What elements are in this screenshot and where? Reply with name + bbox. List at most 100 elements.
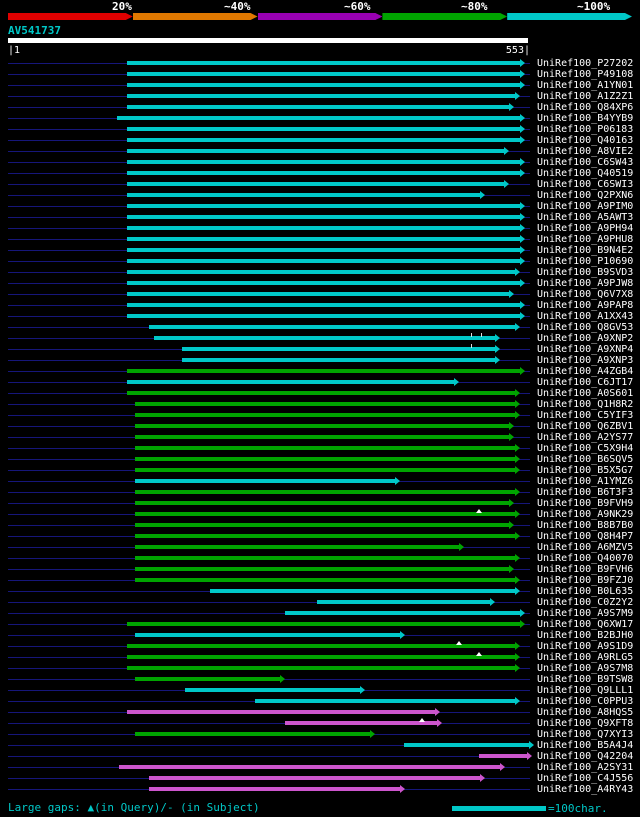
alignment-bar[interactable]: [181, 356, 501, 364]
alignment-bar[interactable]: [135, 488, 521, 496]
alignment-bar[interactable]: [126, 136, 525, 144]
hit-label[interactable]: UniRef100_C0Z2Y2: [537, 597, 634, 608]
alignment-bar[interactable]: [316, 598, 495, 606]
alignment-bar[interactable]: [126, 290, 515, 298]
hit-label[interactable]: UniRef100_C6JT17: [537, 377, 634, 388]
hit-label[interactable]: UniRef100_B9FVH9: [537, 498, 634, 509]
hit-label[interactable]: UniRef100_C5X9H4: [537, 443, 634, 454]
hit-label[interactable]: UniRef100_C0PPU3: [537, 696, 634, 707]
hit-label[interactable]: UniRef100_A9XNP3: [537, 355, 634, 366]
hit-label[interactable]: UniRef100_P49108: [537, 69, 634, 80]
hit-label[interactable]: UniRef100_Q6V7X8: [537, 289, 634, 300]
alignment-bar[interactable]: [126, 224, 525, 232]
hit-label[interactable]: UniRef100_P10690: [537, 256, 634, 267]
alignment-bar[interactable]: [148, 774, 486, 782]
alignment-bar[interactable]: [135, 477, 400, 485]
hit-label[interactable]: UniRef100_A4RY43: [537, 784, 634, 795]
alignment-bar[interactable]: [210, 587, 520, 595]
alignment-bar[interactable]: [126, 191, 485, 199]
hit-label[interactable]: UniRef100_B5X5G7: [537, 465, 634, 476]
hit-label[interactable]: UniRef100_A9S1D9: [537, 641, 634, 652]
hit-label[interactable]: UniRef100_B6T3F3: [537, 487, 634, 498]
hit-label[interactable]: UniRef100_A1YN01: [537, 80, 634, 91]
alignment-bar[interactable]: [135, 565, 515, 573]
alignment-bar[interactable]: [135, 466, 521, 474]
hit-label[interactable]: UniRef100_P06183: [537, 124, 634, 135]
hit-label[interactable]: UniRef100_A0S601: [537, 388, 634, 399]
hit-label[interactable]: UniRef100_C4J556: [537, 773, 634, 784]
alignment-bar[interactable]: [126, 158, 525, 166]
alignment-bar[interactable]: [126, 708, 440, 716]
alignment-bar[interactable]: [126, 147, 510, 155]
hit-label[interactable]: UniRef100_A9PJW8: [537, 278, 634, 289]
alignment-bar[interactable]: [184, 686, 365, 694]
hit-label[interactable]: UniRef100_Q84XP6: [537, 102, 634, 113]
alignment-bar[interactable]: [126, 653, 520, 661]
hit-label[interactable]: UniRef100_A9S7M9: [537, 608, 634, 619]
hit-label[interactable]: UniRef100_A2YS77: [537, 432, 634, 443]
hit-label[interactable]: UniRef100_A8VIE2: [537, 146, 634, 157]
hit-label[interactable]: UniRef100_Q6XW17: [537, 619, 634, 630]
alignment-bar[interactable]: [126, 301, 525, 309]
hit-label[interactable]: UniRef100_A9XNP2: [537, 333, 634, 344]
alignment-bar[interactable]: [135, 521, 515, 529]
alignment-bar[interactable]: [148, 323, 521, 331]
hit-label[interactable]: UniRef100_B5A4J4: [537, 740, 634, 751]
alignment-bar[interactable]: [135, 499, 515, 507]
alignment-bar[interactable]: [479, 752, 533, 760]
hit-label[interactable]: UniRef100_B4YYB9: [537, 113, 634, 124]
hit-label[interactable]: UniRef100_A8HQS5: [537, 707, 634, 718]
hit-label[interactable]: UniRef100_C6SWI3: [537, 179, 634, 190]
hit-label[interactable]: UniRef100_Q40519: [537, 168, 634, 179]
alignment-bar[interactable]: [135, 631, 406, 639]
alignment-bar[interactable]: [154, 334, 500, 342]
hit-label[interactable]: UniRef100_A9PHU8: [537, 234, 634, 245]
alignment-bar[interactable]: [135, 576, 521, 584]
alignment-bar[interactable]: [126, 125, 525, 133]
hit-label[interactable]: UniRef100_A9PAP8: [537, 300, 634, 311]
hit-label[interactable]: UniRef100_Q6ZBV1: [537, 421, 634, 432]
alignment-bar[interactable]: [135, 455, 521, 463]
hit-label[interactable]: UniRef100_B9N4E2: [537, 245, 634, 256]
alignment-bar[interactable]: [135, 422, 515, 430]
hit-label[interactable]: UniRef100_C6SW43: [537, 157, 634, 168]
alignment-bar[interactable]: [135, 554, 521, 562]
hit-label[interactable]: UniRef100_Q8H4P7: [537, 531, 634, 542]
alignment-bar[interactable]: [126, 202, 525, 210]
alignment-bar[interactable]: [126, 180, 510, 188]
alignment-bar[interactable]: [135, 532, 521, 540]
alignment-bar[interactable]: [148, 785, 405, 793]
alignment-bar[interactable]: [284, 719, 442, 727]
alignment-bar[interactable]: [126, 642, 520, 650]
alignment-bar[interactable]: [126, 268, 520, 276]
hit-label[interactable]: UniRef100_B9FZJ0: [537, 575, 634, 586]
alignment-bar[interactable]: [126, 620, 525, 628]
alignment-bar[interactable]: [126, 378, 460, 386]
hit-label[interactable]: UniRef100_Q9LLL1: [537, 685, 634, 696]
alignment-bar[interactable]: [135, 433, 515, 441]
hit-label[interactable]: UniRef100_A1Z2Z1: [537, 91, 634, 102]
hit-label[interactable]: UniRef100_A9RLG5: [537, 652, 634, 663]
hit-label[interactable]: UniRef100_B2BJH0: [537, 630, 634, 641]
hit-label[interactable]: UniRef100_C5YIF3: [537, 410, 634, 421]
alignment-bar[interactable]: [135, 543, 464, 551]
hit-label[interactable]: UniRef100_Q2PXN6: [537, 190, 634, 201]
hit-label[interactable]: UniRef100_A5AWT3: [537, 212, 634, 223]
alignment-bar[interactable]: [126, 389, 520, 397]
hit-label[interactable]: UniRef100_A9PIM0: [537, 201, 634, 212]
alignment-bar[interactable]: [126, 235, 525, 243]
alignment-bar[interactable]: [126, 367, 525, 375]
alignment-bar[interactable]: [135, 675, 286, 683]
hit-label[interactable]: UniRef100_Q8GV53: [537, 322, 634, 333]
hit-label[interactable]: UniRef100_A1YMZ6: [537, 476, 634, 487]
hit-label[interactable]: UniRef100_A9PH94: [537, 223, 634, 234]
hit-label[interactable]: UniRef100_A2SY31: [537, 762, 634, 773]
hit-label[interactable]: UniRef100_Q1H8R2: [537, 399, 634, 410]
hit-label[interactable]: UniRef100_B9FVH6: [537, 564, 634, 575]
hit-label[interactable]: UniRef100_Q9XFT8: [537, 718, 634, 729]
alignment-bar[interactable]: [126, 92, 520, 100]
hit-label[interactable]: UniRef100_B8B7B0: [537, 520, 634, 531]
alignment-bar[interactable]: [284, 609, 525, 617]
alignment-bar[interactable]: [126, 279, 525, 287]
hit-label[interactable]: UniRef100_Q7XYI3: [537, 729, 634, 740]
